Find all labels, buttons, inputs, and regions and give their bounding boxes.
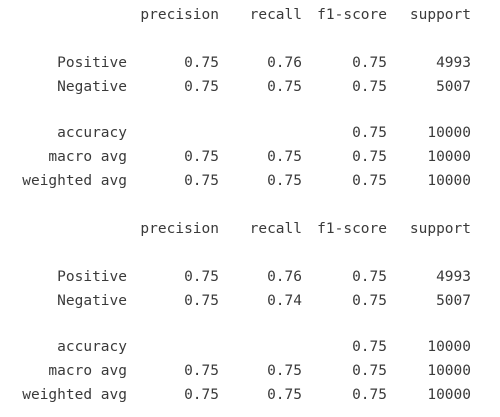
report-header-row: precision recall f1-score support: [0, 5, 500, 29]
support-value: 10000: [427, 363, 471, 379]
f1-value: 0.75: [352, 269, 387, 285]
row-label: Negative: [57, 79, 127, 95]
summary-row-accuracy: accuracy 0.75 10000: [0, 337, 500, 361]
class-row-negative: Negative 0.75 0.74 0.75 5007: [0, 291, 500, 315]
summary-row-weighted-avg: weighted avg 0.75 0.75 0.75 10000: [0, 171, 500, 195]
precision-value: 0.75: [184, 293, 219, 309]
row-label: weighted avg: [22, 173, 127, 189]
f1-value: 0.75: [352, 293, 387, 309]
f1-value: 0.75: [352, 125, 387, 141]
row-label: Positive: [57, 55, 127, 71]
summary-row-weighted-avg: weighted avg 0.75 0.75 0.75 10000: [0, 385, 500, 409]
precision-value: 0.75: [184, 387, 219, 403]
support-value: 10000: [427, 149, 471, 165]
recall-value: 0.75: [267, 387, 302, 403]
header-recall: recall: [249, 221, 302, 237]
report-header-row: precision recall f1-score support: [0, 219, 500, 243]
support-value: 5007: [436, 79, 471, 95]
row-label: macro avg: [48, 363, 127, 379]
recall-value: 0.75: [267, 363, 302, 379]
header-precision: precision: [140, 7, 219, 23]
support-value: 4993: [436, 55, 471, 71]
summary-row-macro-avg: macro avg 0.75 0.75 0.75 10000: [0, 147, 500, 171]
precision-value: 0.75: [184, 363, 219, 379]
f1-value: 0.75: [352, 339, 387, 355]
class-row-positive: Positive 0.75 0.76 0.75 4993: [0, 53, 500, 77]
precision-value: 0.75: [184, 79, 219, 95]
class-row-negative: Negative 0.75 0.75 0.75 5007: [0, 77, 500, 101]
classification-report-1: precision recall f1-score support Positi…: [0, 5, 500, 195]
recall-value: 0.76: [267, 269, 302, 285]
row-label: accuracy: [57, 339, 127, 355]
precision-value: 0.75: [184, 55, 219, 71]
support-value: 10000: [427, 339, 471, 355]
row-label: weighted avg: [22, 387, 127, 403]
precision-value: 0.75: [184, 173, 219, 189]
recall-value: 0.76: [267, 55, 302, 71]
row-label: accuracy: [57, 125, 127, 141]
recall-value: 0.74: [267, 293, 302, 309]
classification-report-2: precision recall f1-score support Positi…: [0, 219, 500, 409]
precision-value: 0.75: [184, 149, 219, 165]
support-value: 10000: [427, 387, 471, 403]
header-f1-score: f1-score: [317, 7, 387, 23]
header-support: support: [409, 7, 471, 23]
precision-value: 0.75: [184, 269, 219, 285]
class-row-positive: Positive 0.75 0.76 0.75 4993: [0, 267, 500, 291]
header-recall: recall: [249, 7, 302, 23]
header-support: support: [409, 221, 471, 237]
f1-value: 0.75: [352, 79, 387, 95]
row-label: Negative: [57, 293, 127, 309]
summary-row-accuracy: accuracy 0.75 10000: [0, 123, 500, 147]
row-label: macro avg: [48, 149, 127, 165]
f1-value: 0.75: [352, 363, 387, 379]
support-value: 10000: [427, 125, 471, 141]
row-label: Positive: [57, 269, 127, 285]
support-value: 4993: [436, 269, 471, 285]
f1-value: 0.75: [352, 55, 387, 71]
f1-value: 0.75: [352, 387, 387, 403]
f1-value: 0.75: [352, 149, 387, 165]
support-value: 5007: [436, 293, 471, 309]
header-f1-score: f1-score: [317, 221, 387, 237]
f1-value: 0.75: [352, 173, 387, 189]
recall-value: 0.75: [267, 79, 302, 95]
support-value: 10000: [427, 173, 471, 189]
summary-row-macro-avg: macro avg 0.75 0.75 0.75 10000: [0, 361, 500, 385]
header-precision: precision: [140, 221, 219, 237]
recall-value: 0.75: [267, 149, 302, 165]
recall-value: 0.75: [267, 173, 302, 189]
